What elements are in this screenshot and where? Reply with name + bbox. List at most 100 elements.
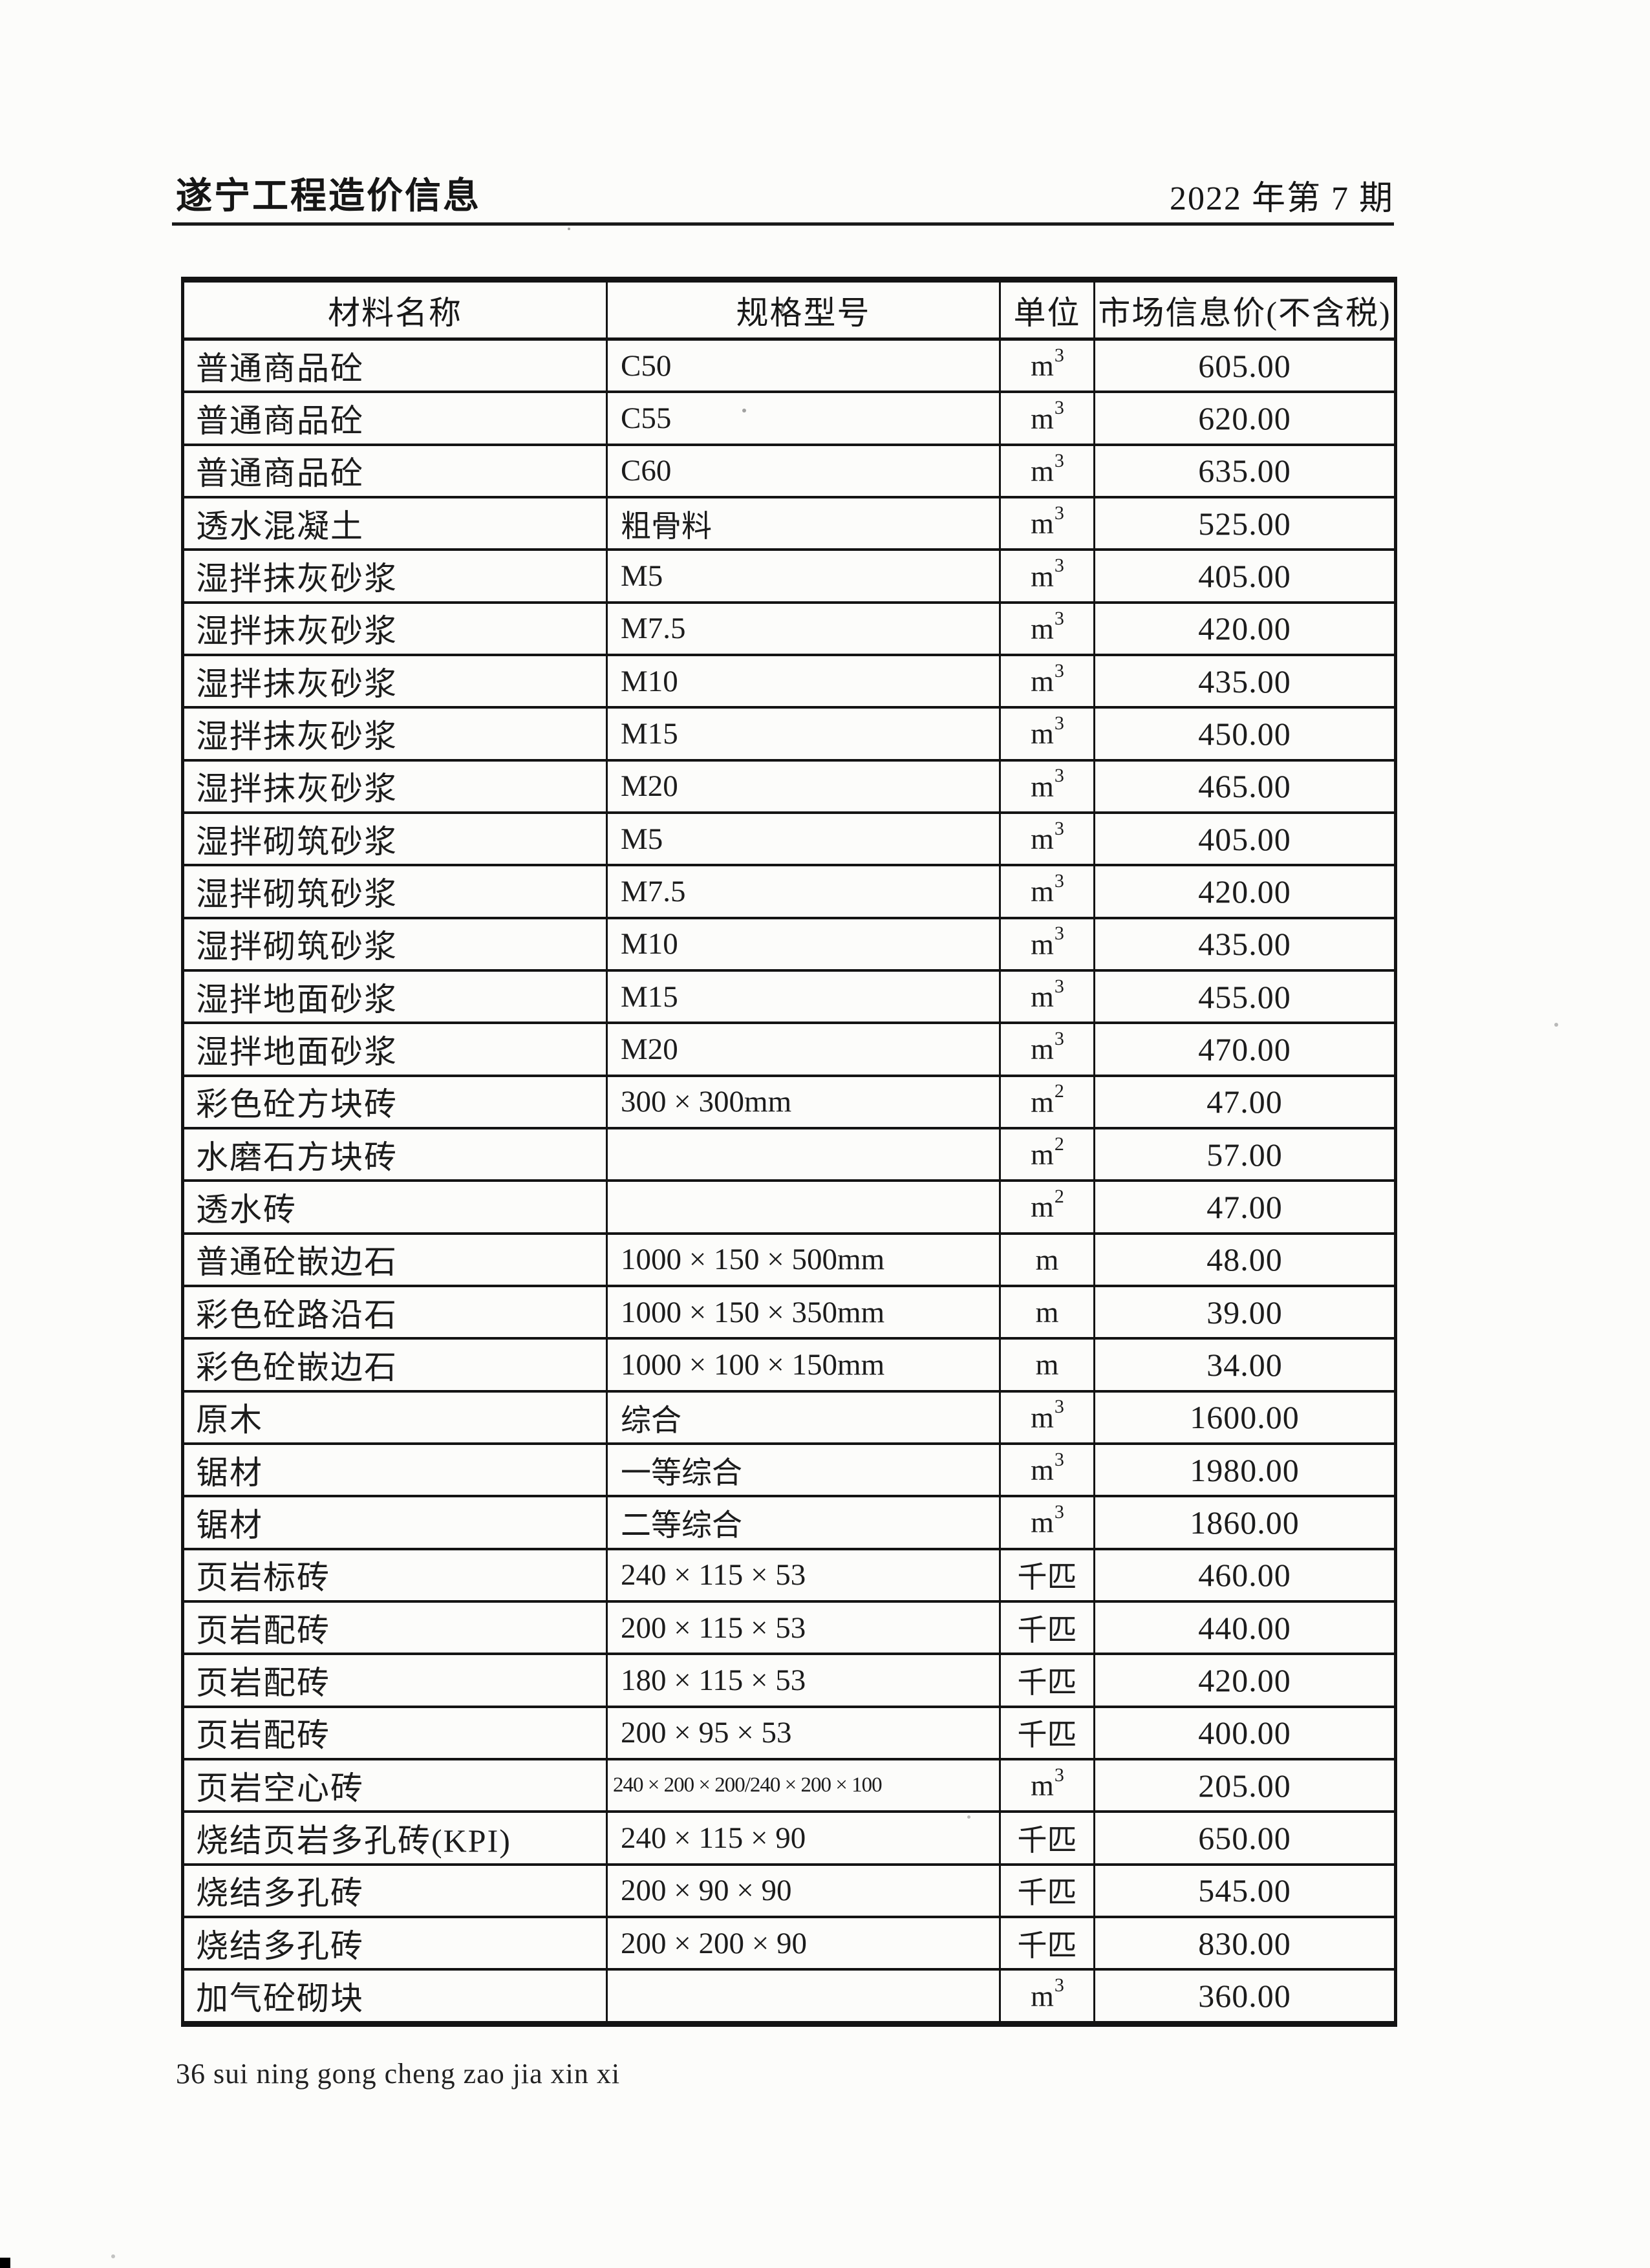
price-cell: 435.00 [1093,653,1397,709]
spec-cell: C60 [606,443,1001,498]
material-name-cell: 湿拌抹灰砂浆 [182,706,608,762]
material-name-cell: 页岩空心砖 [182,1757,608,1813]
unit-base: m [1031,1032,1054,1066]
unit-base: 千匹 [1017,1561,1077,1594]
spec-cell [606,1126,1001,1182]
price-cell: 400.00 [1093,1705,1397,1760]
publication-title: 遂宁工程造价信息 [176,177,481,217]
unit-cell: m [999,1284,1095,1340]
table-row: 普通商品砼 C55 m3 620.00 [182,390,1397,446]
scan-speck [1554,1023,1558,1027]
table-row: 加气砼砌块 m3 360.00 [182,1968,1397,2026]
material-name-cell: 彩色砼方块砖 [182,1074,608,1129]
unit-cell: m [999,1337,1095,1393]
unit-cell: m3 [999,1022,1095,1077]
unit-base: m [1031,1400,1054,1434]
unit-cell: 千匹 [999,1599,1095,1655]
price-cell: 405.00 [1093,811,1397,866]
price-cell: 1860.00 [1093,1495,1397,1550]
unit-superscript: 3 [1054,397,1064,419]
spec-cell: 综合 [606,1389,1001,1445]
table-row: 湿拌砌筑砂浆 M7.5 m3 420.00 [182,864,1397,919]
material-name-cell: 普通商品砼 [182,337,608,393]
price-cell: 405.00 [1093,548,1397,604]
unit-base: m [1031,1979,1054,2013]
unit-base: 千匹 [1017,1876,1077,1910]
material-name-cell: 普通商品砼 [182,390,608,446]
unit-cell: m3 [999,337,1095,393]
unit-cell: m3 [999,968,1095,1024]
spec-cell: 一等综合 [606,1442,1001,1497]
unit-base: m [1031,559,1054,593]
spec-cell: 粗骨料 [606,496,1001,551]
unit-base: m [1031,454,1054,487]
table-row: 页岩空心砖 240 × 200 × 200/240 × 200 × 100 m3… [182,1757,1397,1813]
table-row: 原木 综合 m3 1600.00 [182,1389,1397,1445]
unit-cell: m3 [999,916,1095,972]
unit-base: m [1035,1296,1059,1329]
unit-cell: m3 [999,1442,1095,1497]
unit-cell: 千匹 [999,1810,1095,1866]
table-row: 彩色砼方块砖 300 × 300mm m2 47.00 [182,1074,1397,1129]
table-row: 湿拌地面砂浆 M15 m3 455.00 [182,968,1397,1024]
unit-cell: m3 [999,1495,1095,1550]
material-name-cell: 湿拌砌筑砂浆 [182,916,608,972]
material-name-cell: 锯材 [182,1495,608,1550]
price-cell: 620.00 [1093,390,1397,446]
price-cell: 605.00 [1093,337,1397,393]
unit-base: 千匹 [1017,1823,1077,1857]
material-name-cell: 湿拌地面砂浆 [182,968,608,1024]
material-name-cell: 湿拌抹灰砂浆 [182,758,608,814]
price-cell: 34.00 [1093,1337,1397,1393]
scan-speck [111,2254,115,2258]
unit-base: m [1031,980,1054,1014]
table-row: 湿拌抹灰砂浆 M5 m3 405.00 [182,548,1397,604]
spec-cell: 200 × 95 × 53 [606,1705,1001,1760]
spec-cell [606,1179,1001,1235]
price-cell: 455.00 [1093,968,1397,1024]
material-name-cell: 原木 [182,1389,608,1445]
price-cell: 420.00 [1093,601,1397,656]
spec-cell: 200 × 90 × 90 [606,1863,1001,1918]
price-cell: 635.00 [1093,443,1397,498]
scan-speck [742,409,746,412]
material-name-cell: 彩色砼嵌边石 [182,1337,608,1393]
spec-cell: 200 × 200 × 90 [606,1915,1001,1971]
price-cell: 470.00 [1093,1022,1397,1077]
price-cell: 435.00 [1093,916,1397,972]
price-cell: 1600.00 [1093,1389,1397,1445]
unit-base: m [1031,1190,1054,1224]
unit-cell: m2 [999,1126,1095,1182]
header-row: 材料名称 规格型号 单位 市场信息价(不含税) [182,279,1397,341]
price-cell: 440.00 [1093,1599,1397,1655]
unit-base: m [1031,665,1054,698]
table-row: 水磨石方块砖 m2 57.00 [182,1126,1397,1182]
spec-cell: M7.5 [606,601,1001,656]
price-cell: 47.00 [1093,1074,1397,1129]
unit-superscript: 2 [1054,1186,1064,1208]
spec-cell: 300 × 300mm [606,1074,1001,1129]
unit-superscript: 3 [1054,555,1064,577]
unit-base: 千匹 [1017,1929,1077,1962]
page-footer: 36 sui ning gong cheng zao jia xin xi [176,2058,621,2090]
table-row: 湿拌抹灰砂浆 M15 m3 450.00 [182,706,1397,762]
spec-cell: C55 [606,390,1001,446]
material-name-cell: 锯材 [182,1442,608,1497]
spec-cell [606,1968,1001,2026]
price-table: 材料名称 规格型号 单位 市场信息价(不含税) 普通商品砼 C50 m3 605… [181,277,1397,2027]
table-row: 烧结页岩多孔砖(KPI) 240 × 115 × 90 千匹 650.00 [182,1810,1397,1866]
col-header-unit: 单位 [999,279,1095,341]
unit-cell: m3 [999,811,1095,866]
unit-cell: m2 [999,1074,1095,1129]
material-name-cell: 页岩配砖 [182,1653,608,1708]
unit-superscript: 3 [1054,607,1064,629]
unit-base: m [1031,1453,1054,1487]
table-row: 湿拌砌筑砂浆 M10 m3 435.00 [182,916,1397,972]
spec-cell: M20 [606,1022,1001,1077]
table-row: 湿拌砌筑砂浆 M5 m3 405.00 [182,811,1397,866]
material-name-cell: 湿拌砌筑砂浆 [182,811,608,866]
table-row: 湿拌抹灰砂浆 M7.5 m3 420.00 [182,601,1397,656]
unit-cell: m3 [999,864,1095,919]
material-name-cell: 彩色砼路沿石 [182,1284,608,1340]
